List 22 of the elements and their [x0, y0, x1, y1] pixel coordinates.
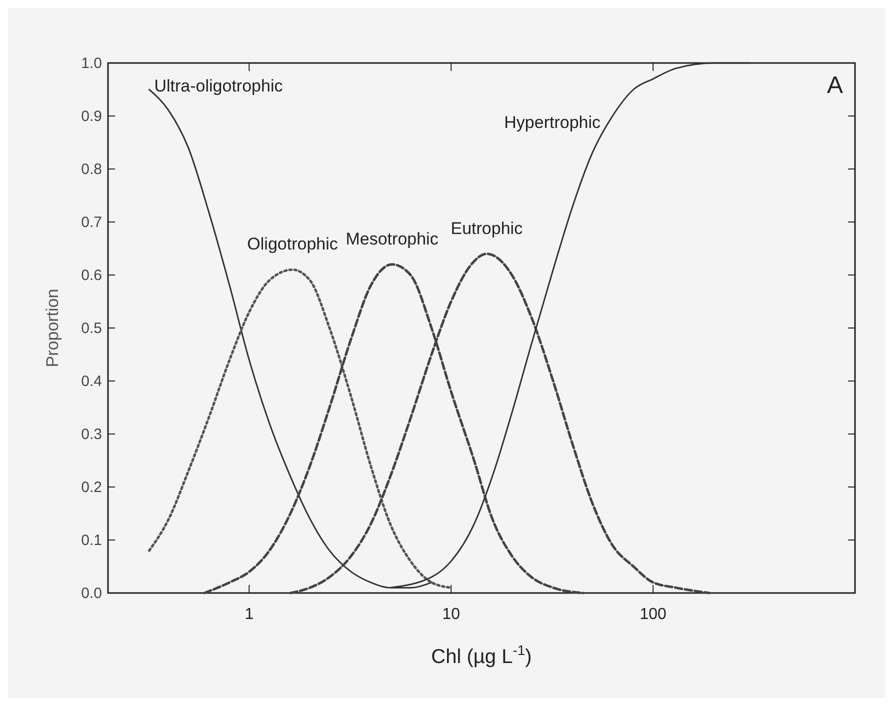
y-tick-label: 0.8: [81, 161, 102, 178]
series-label: Ultra-oligotrophic: [154, 76, 284, 96]
x-axis-title: Chl (µg L$^{-1}$): [431, 642, 532, 668]
y-tick-label: 0.5: [81, 320, 102, 337]
x-tick-label: 10: [442, 606, 460, 623]
y-tick-label: 0.0: [81, 585, 102, 602]
series-label: Hypertrophic: [504, 113, 602, 132]
x-tick-label: 100: [640, 606, 666, 623]
y-tick-label: 0.2: [81, 479, 102, 496]
series-label: Mesotrophic: [346, 229, 439, 248]
y-tick-label: 0.9: [81, 108, 102, 125]
y-tick-label: 0.4: [81, 373, 102, 390]
y-tick-label: 1.0: [81, 55, 102, 72]
series-label: Eutrophic: [450, 218, 524, 238]
y-tick-label: 0.3: [81, 426, 102, 443]
y-tick-label: 0.1: [81, 532, 102, 549]
y-tick-label: 0.6: [81, 267, 102, 284]
x-tick-label: 1: [244, 606, 254, 623]
series-label: Oligotrophic: [247, 234, 338, 254]
annotation: A: [826, 72, 843, 99]
y-tick-label: 0.7: [81, 214, 102, 231]
y-axis-title: Proportion: [43, 288, 62, 368]
